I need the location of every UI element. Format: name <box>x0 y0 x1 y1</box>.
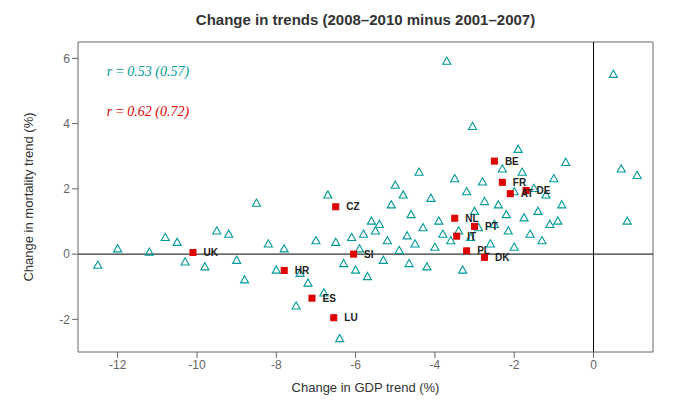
svg-text:PL: PL <box>477 245 490 256</box>
svg-text:IT: IT <box>467 231 476 242</box>
svg-text:0: 0 <box>590 358 597 372</box>
svg-text:0: 0 <box>63 247 70 261</box>
svg-text:NL: NL <box>465 213 478 224</box>
svg-text:Change in GDP trend (%): Change in GDP trend (%) <box>292 380 440 395</box>
svg-text:ES: ES <box>322 293 336 304</box>
svg-text:-2: -2 <box>59 313 70 327</box>
html-text:r = 0.53 (0.57): r = 0.53 (0.57) <box>106 63 190 79</box>
svg-text:Change in mortality trend (%): Change in mortality trend (%) <box>21 112 36 281</box>
svg-text:AT: AT <box>521 188 534 199</box>
svg-text:-8: -8 <box>271 358 282 372</box>
svg-text:-2: -2 <box>509 358 520 372</box>
svg-text:DE: DE <box>537 185 551 196</box>
svg-text:PT: PT <box>485 221 498 232</box>
svg-text:-12: -12 <box>109 358 127 372</box>
svg-text:6: 6 <box>63 52 70 66</box>
svg-text:FR: FR <box>513 177 527 188</box>
svg-text:2: 2 <box>63 182 70 196</box>
svg-text:UK: UK <box>204 247 219 258</box>
svg-text:-6: -6 <box>350 358 361 372</box>
svg-text:-10: -10 <box>188 358 206 372</box>
svg-text:4: 4 <box>63 117 70 131</box>
svg-text:LU: LU <box>344 312 357 323</box>
svg-text:DK: DK <box>495 252 510 263</box>
html-text:Change in trends (2008–2010 mi: Change in trends (2008–2010 minus 2001–2… <box>195 11 536 28</box>
html-text:r = 0.62 (0.72): r = 0.62 (0.72) <box>106 104 190 119</box>
svg-text:CZ: CZ <box>346 201 359 212</box>
svg-text:-4: -4 <box>430 358 441 372</box>
svg-text:SI: SI <box>364 249 374 260</box>
svg-text:HR: HR <box>295 265 310 276</box>
svg-text:BE: BE <box>505 156 519 167</box>
